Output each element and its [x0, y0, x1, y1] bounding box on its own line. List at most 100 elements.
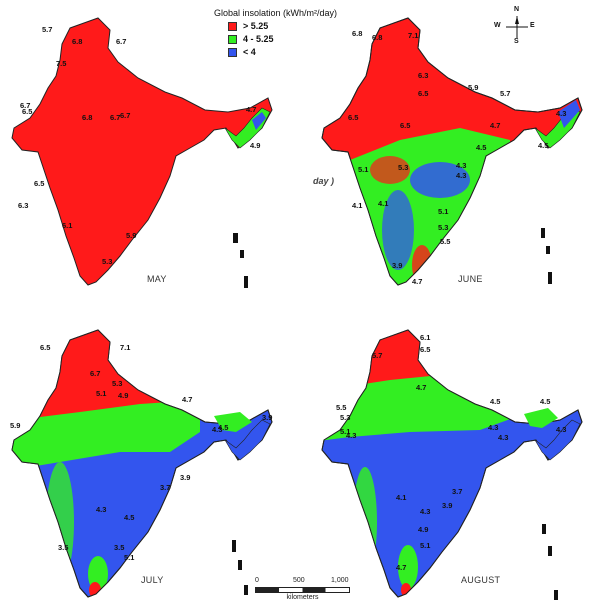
value-label: 5.3 — [438, 223, 448, 232]
scale-tick-1000: 1,000 — [331, 577, 349, 584]
compass-icon — [506, 16, 528, 38]
scale-unit: kilometers — [286, 594, 319, 601]
value-label: 4.9 — [118, 391, 128, 400]
value-label: 4.3 — [346, 431, 356, 440]
legend-label-mid: 4 - 5.25 — [243, 34, 274, 44]
value-label: 5.9 — [468, 83, 478, 92]
value-label: 4.7 — [412, 277, 422, 286]
value-label: 5.7 — [500, 89, 510, 98]
scale-tick-500: 500 — [293, 577, 305, 584]
value-label: 5.9 — [10, 421, 20, 430]
value-label: 4.5 — [490, 397, 500, 406]
value-label: 4.3 — [420, 507, 430, 516]
value-label: 3.9 — [262, 413, 272, 422]
value-label: 6.8 — [72, 37, 82, 46]
value-label: 4.3 — [556, 425, 566, 434]
value-label: 5.1 — [340, 427, 350, 436]
value-label: 4.7 — [182, 395, 192, 404]
value-label: 6.7 — [20, 101, 30, 110]
value-label: 4.5 — [476, 143, 486, 152]
month-label-june: JUNE — [458, 274, 483, 284]
value-label: 6.3 — [18, 201, 28, 210]
value-label: 3.7 — [160, 483, 170, 492]
value-label: 6.5 — [348, 113, 358, 122]
map-july — [11, 329, 273, 598]
value-label: 3.9 — [180, 473, 190, 482]
value-label: 3.9 — [392, 261, 402, 270]
value-label: 7.5 — [56, 59, 66, 68]
legend: Global insolation (kWh/m²/day) > 5.25 4 … — [214, 8, 378, 57]
value-label: 5.1 — [420, 541, 430, 550]
value-label: 6.5 — [22, 107, 32, 116]
value-label: 5.9 — [126, 231, 136, 240]
value-label: 4.3 — [456, 171, 466, 180]
value-label: 5.7 — [42, 25, 52, 34]
value-label: 5.1 — [438, 207, 448, 216]
value-label: 4.5 — [540, 397, 550, 406]
value-label: 6.5 — [40, 343, 50, 352]
value-label: 6.7 — [116, 37, 126, 46]
value-label: 3.5 — [114, 543, 124, 552]
value-label: 3.5 — [58, 543, 68, 552]
value-labels: 5.76.8 6.77.56.76.56.8 6.7 6.76.36.16.55.35… — [10, 25, 566, 572]
value-label: 4.7 — [416, 383, 426, 392]
map-may — [11, 17, 273, 286]
value-label: 4.1 — [378, 199, 388, 208]
legend-label-high: > 5.25 — [243, 21, 269, 31]
map-june — [321, 17, 583, 286]
north-arrow-compass: N S E W — [494, 6, 535, 45]
legend-item-high: > 5.25 — [228, 21, 378, 31]
value-label: 4.9 — [418, 525, 428, 534]
legend-title: Global insolation (kWh/m²/day) — [214, 8, 338, 18]
month-label-july: JULY — [141, 575, 164, 585]
value-label: 4.1 — [396, 493, 406, 502]
value-label: 5.3 — [398, 163, 408, 172]
value-label: 4.5 — [538, 141, 548, 150]
value-label: 4.7 — [490, 121, 500, 130]
value-label: 6.5 — [420, 345, 430, 354]
value-label: 7.1 — [408, 31, 418, 40]
compass-n: N — [514, 6, 520, 13]
value-label: 4.3 — [456, 161, 466, 170]
value-label: 6.8 — [352, 29, 362, 38]
compass-e: E — [530, 22, 535, 29]
value-label: 3.7 — [452, 487, 462, 496]
stray-label: day ) — [313, 176, 335, 186]
scale-tick-0: 0 — [255, 577, 259, 584]
value-label: 4.3 — [498, 433, 508, 442]
legend-swatch-low — [228, 47, 237, 57]
value-label: 5.3 — [102, 257, 112, 266]
value-label: 5.1 — [358, 165, 368, 174]
legend-item-mid: 4 - 5.25 — [228, 34, 378, 44]
value-label: 6.5 — [34, 179, 44, 188]
value-label: 4.5 — [218, 423, 228, 432]
islands — [232, 228, 558, 600]
value-label: 6.8 — [372, 33, 382, 42]
value-label: 6.7 — [90, 369, 100, 378]
value-label: 4.5 — [124, 513, 134, 522]
value-label: 4.1 — [352, 201, 362, 210]
value-label: 6.1 — [420, 333, 430, 342]
map-august — [321, 329, 583, 598]
compass-w: W — [494, 22, 501, 29]
value-label: 5.5 — [336, 403, 346, 412]
value-label: 4.7 — [396, 563, 406, 572]
legend-label-low: < 4 — [243, 47, 256, 57]
value-label: 4.7 — [246, 105, 256, 114]
legend-item-low: < 4 — [228, 47, 378, 57]
value-label: 6.3 — [418, 71, 428, 80]
value-label: 5.3 — [340, 413, 350, 422]
scale-bar: 0 500 1,000 kilometers — [255, 577, 350, 601]
value-label: 5.1 — [124, 553, 134, 562]
value-label: 5.5 — [440, 237, 450, 246]
value-label: 4.3 — [96, 505, 106, 514]
value-label: 5.3 — [112, 379, 122, 388]
compass-s: S — [514, 38, 519, 45]
value-label: 6.5 — [400, 121, 410, 130]
value-label: 5.7 — [372, 351, 382, 360]
legend-swatch-high — [228, 21, 237, 31]
month-label-may: MAY — [147, 274, 167, 284]
value-label: 6.5 — [418, 89, 428, 98]
